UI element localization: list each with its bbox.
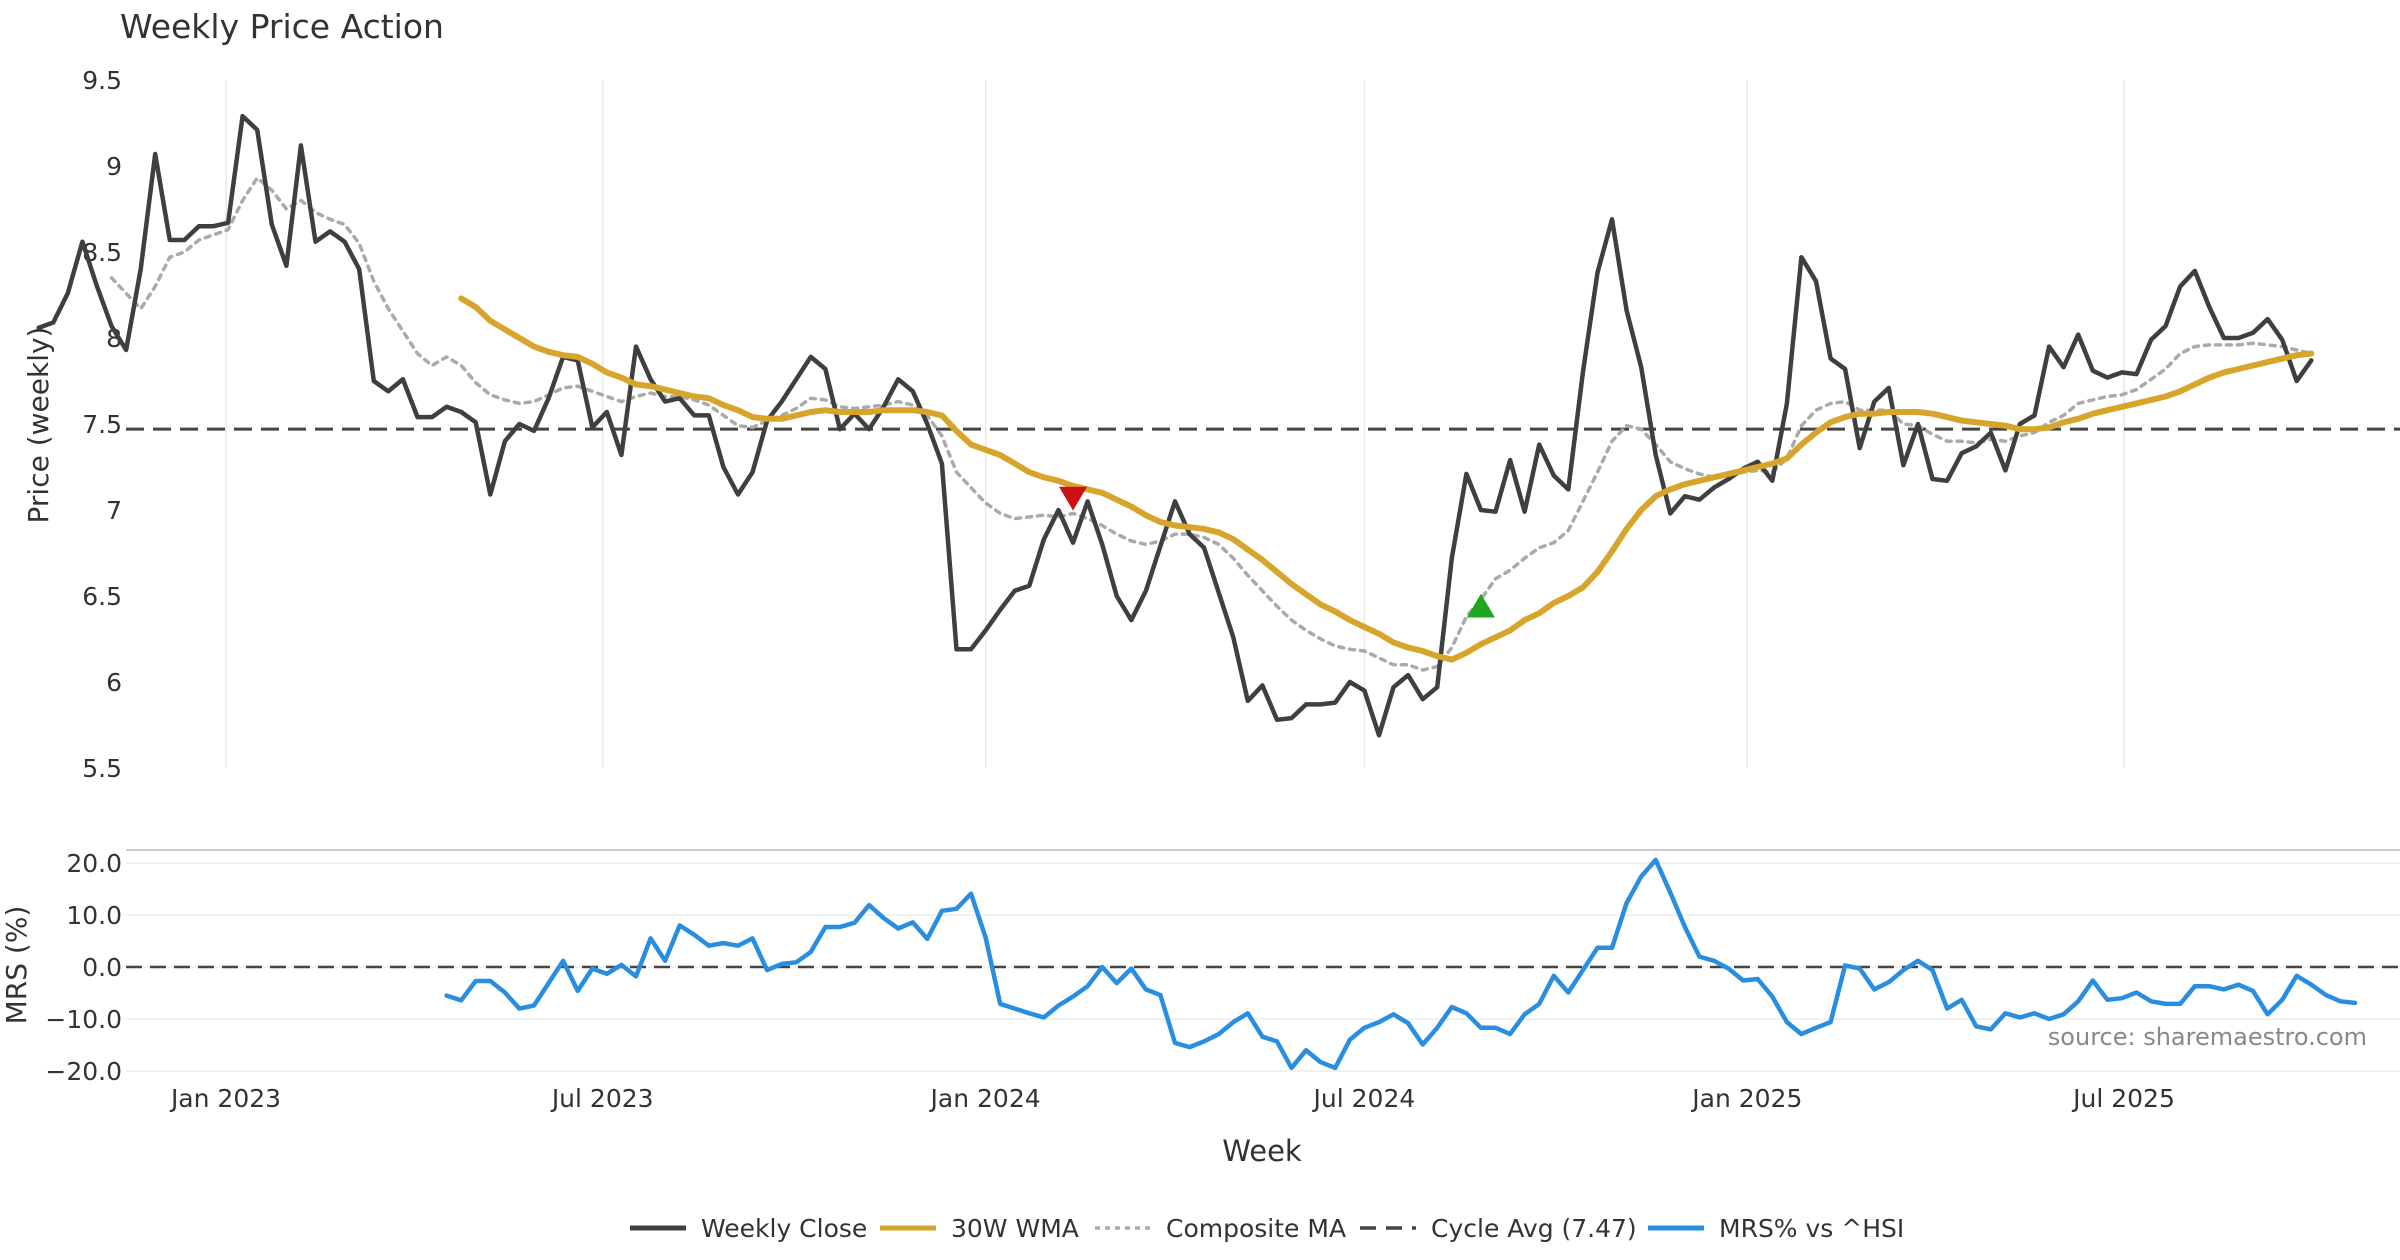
legend-label: Cycle Avg (7.47) (1431, 1214, 1637, 1243)
legend: Weekly Close 30W WMA Composite MA Cycle Avg… (630, 1214, 1904, 1243)
buy-signal-marker (1466, 593, 1495, 618)
mrs-y-ticks: 20.0 10.0 0.0 −10.0 −20.0 (45, 849, 122, 1086)
mrs-axis-label: MRS (%) (0, 906, 33, 1025)
mrs-y-tick-label: 10.0 (66, 901, 122, 930)
price-y-ticks: 9.598.587.576.565.5 (82, 66, 122, 783)
legend-label: MRS% vs ^HSI (1719, 1214, 1904, 1243)
price-y-tick-label: 8 (106, 324, 122, 353)
source-annotation: source: sharemaestro.com (2048, 1023, 2367, 1051)
price-y-tick-label: 6.5 (82, 582, 122, 611)
x-tick-label: Jan 2024 (929, 1084, 1041, 1113)
x-tick-label: Jul 2023 (550, 1084, 654, 1113)
mrs-series (444, 857, 2358, 1071)
sell-signal-marker (1059, 486, 1088, 511)
price-axis-label: Price (weekly) (22, 327, 55, 524)
chart-title: Weekly Price Action (120, 7, 444, 46)
mrs-y-tick-label: −20.0 (45, 1057, 122, 1086)
composite-ma-line (109, 176, 2314, 672)
x-tick-label: Jul 2025 (2071, 1084, 2175, 1113)
weekly-close-line (36, 113, 2314, 738)
price-y-tick-label: 9.5 (82, 66, 122, 95)
price-y-tick-label: 9 (106, 152, 122, 181)
mrs-y-tick-label: 0.0 (82, 953, 122, 982)
x-axis-ticks: Jan 2023 Jul 2023 Jan 2024 Jul 2024 Jan 2025… (169, 1084, 2175, 1113)
mrs-y-tick-label: 20.0 (66, 849, 122, 878)
legend-label: Weekly Close (701, 1214, 867, 1243)
price-y-tick-label: 5.5 (82, 754, 122, 783)
mrs-grid (126, 862, 2400, 1072)
legend-label: Composite MA (1166, 1214, 1346, 1243)
price-panel: 9.598.587.576.565.5 (36, 66, 2400, 783)
x-axis-label: Week (1222, 1134, 1302, 1168)
price-y-tick-label: 7 (106, 496, 122, 525)
x-tick-label: Jan 2023 (169, 1084, 281, 1113)
mrs-panel: 20.0 10.0 0.0 −10.0 −20.0 (45, 849, 2400, 1086)
signal-markers (1059, 486, 1495, 618)
x-tick-label: Jul 2024 (1312, 1084, 1416, 1113)
x-tick-label: Jan 2025 (1690, 1084, 1802, 1113)
price-y-tick-label: 6 (106, 668, 122, 697)
legend-label: 30W WMA (951, 1214, 1079, 1243)
price-grid (225, 80, 2125, 768)
wma-30w-line (458, 295, 2315, 663)
price-y-tick-label: 7.5 (82, 410, 122, 439)
mrs-y-tick-label: −10.0 (45, 1005, 122, 1034)
price-series (36, 113, 2315, 738)
mrs-line (444, 857, 2358, 1071)
